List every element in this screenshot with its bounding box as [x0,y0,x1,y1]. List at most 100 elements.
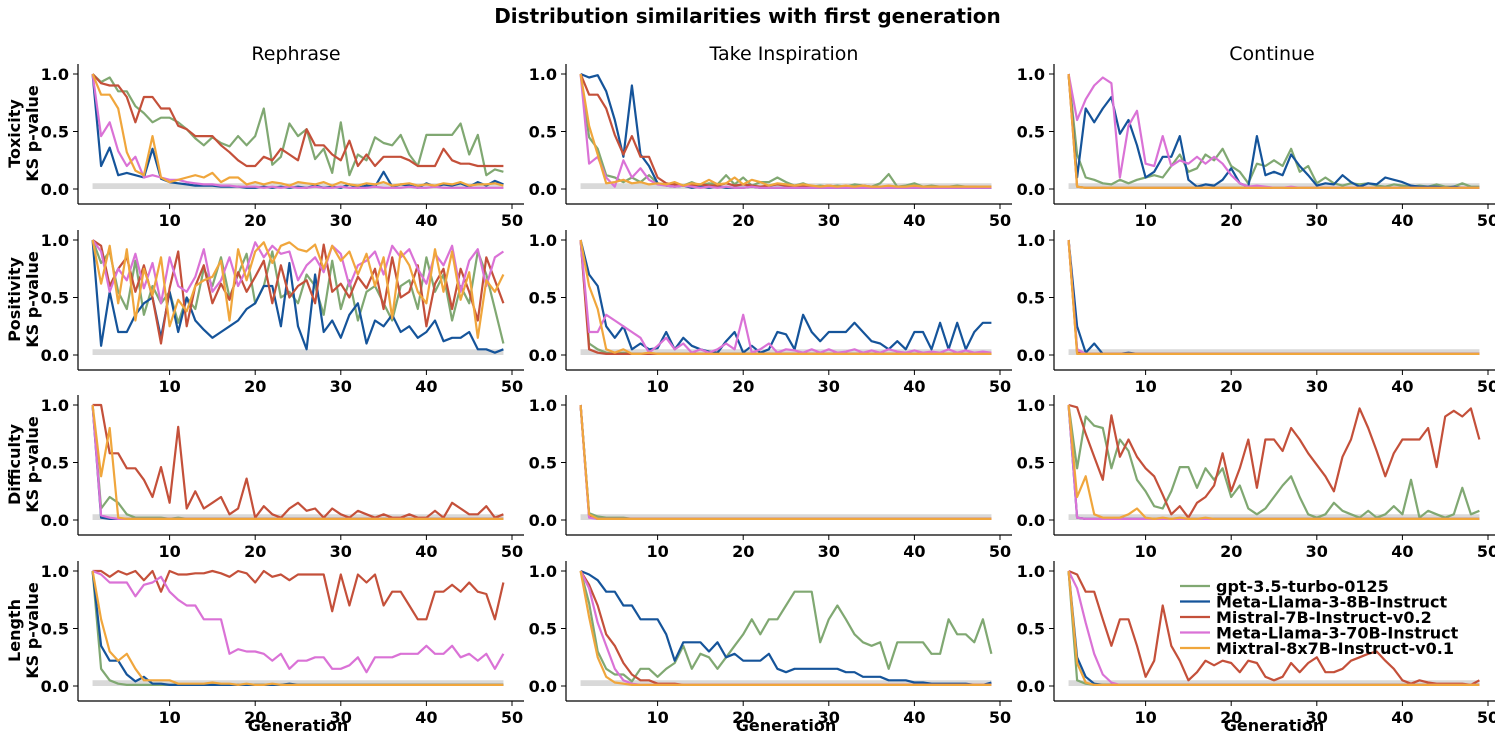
y-tick-label-toxicity-continue-2: 1.0 [1017,65,1045,84]
legend-label-gpt-3-5-turbo-0125: gpt-3.5-turbo-0125 [1216,577,1389,596]
y-tick-label-toxicity-continue-1: 0.5 [1017,123,1045,142]
row-label-sub-length: KS p-value [23,582,42,679]
threshold-band-positivity-continue [1068,349,1480,355]
x-tick-label-toxicity-rephrase-2: 30 [330,211,352,230]
x-tick-label-difficulty-rephrase-1: 20 [244,542,266,561]
series-line-length-take-inspiration-gpt-3-5-turbo-0125 [579,570,993,683]
y-tick-label-toxicity-take-inspiration-0: 0.0 [529,180,557,199]
series-line-positivity-continue-meta-llama-3-8b-instruct [1067,239,1480,355]
y-tick-label-toxicity-take-inspiration-1: 0.5 [529,123,557,142]
column-title-continue: Continue [1229,43,1315,65]
series-line-toxicity-rephrase-gpt-3-5-turbo-0125 [91,73,504,177]
x-tick-label-length-rephrase-3: 40 [415,708,437,727]
series-line-toxicity-rephrase-meta-llama-3-8b-instruct [91,73,504,189]
row-label-difficulty: Difficulty [5,423,24,505]
x-tick-label-length-take-inspiration-2: 30 [818,708,840,727]
series-line-positivity-rephrase-mistral-7b-instruct-v0-2 [91,239,505,345]
y-tick-label-toxicity-rephrase-2: 1.0 [41,65,69,84]
x-tick-label-positivity-rephrase-4: 50 [501,377,523,396]
y-tick-label-difficulty-continue-2: 1.0 [1017,396,1045,415]
series-line-toxicity-rephrase-mistral-7b-instruct-v0-2 [91,73,504,168]
x-tick-label-positivity-continue-3: 40 [1391,377,1413,396]
x-tick-label-difficulty-continue-2: 30 [1306,542,1328,561]
column-title-rephrase: Rephrase [251,43,341,65]
series-line-positivity-take-inspiration-mixtral-8x7b-instruct-v0-1 [579,239,992,355]
x-tick-label-positivity-rephrase-2: 30 [330,377,352,396]
threshold-band-length-rephrase [92,680,504,686]
series-line-positivity-continue-mistral-7b-instruct-v0-2 [1067,239,1480,355]
x-tick-label-length-continue-1: 20 [1220,708,1242,727]
x-tick-label-toxicity-take-inspiration-1: 20 [732,211,754,230]
y-tick-label-positivity-continue-0: 0.0 [1017,346,1045,365]
x-tick-label-toxicity-rephrase-3: 40 [415,211,437,230]
x-tick-label-positivity-continue-1: 20 [1220,377,1242,396]
threshold-band-difficulty-rephrase [92,514,504,520]
series-line-difficulty-continue-meta-llama-3-8b-instruct [1067,404,1480,521]
series-line-positivity-continue-gpt-3-5-turbo-0125 [1067,239,1480,355]
y-tick-label-difficulty-take-inspiration-1: 0.5 [529,454,557,473]
threshold-band-length-continue [1068,680,1480,686]
series-line-length-continue-mistral-7b-instruct-v0-2 [1068,569,1480,687]
x-tick-label-difficulty-continue-3: 40 [1391,542,1413,561]
series-line-toxicity-rephrase-mixtral-8x7b-instruct-v0-1 [91,73,504,187]
y-tick-label-difficulty-continue-0: 0.0 [1017,511,1045,530]
y-tick-label-positivity-take-inspiration-0: 0.0 [529,346,557,365]
series-line-length-continue-mixtral-8x7b-instruct-v0-1 [1067,570,1480,687]
series-line-difficulty-continue-meta-llama-3-70b-instruct [1067,404,1480,521]
row-label-sub-toxicity: KS p-value [23,85,42,182]
x-tick-label-toxicity-continue-4: 50 [1477,211,1495,230]
series-line-positivity-rephrase-mixtral-8x7b-instruct-v0-1 [91,239,505,339]
row-label-length: Length [5,599,24,662]
y-tick-label-length-continue-1: 0.5 [1017,620,1045,639]
x-tick-label-difficulty-take-inspiration-3: 40 [903,542,925,561]
x-tick-label-length-continue-0: 10 [1134,708,1156,727]
x-tick-label-positivity-take-inspiration-0: 10 [646,377,668,396]
series-line-difficulty-continue-mistral-7b-instruct-v0-2 [1068,403,1481,519]
y-tick-label-length-continue-0: 0.0 [1017,677,1045,696]
y-tick-label-positivity-take-inspiration-2: 1.0 [529,231,557,250]
x-tick-label-positivity-take-inspiration-1: 20 [732,377,754,396]
row-label-toxicity: Toxicity [5,99,24,168]
y-tick-label-length-rephrase-0: 0.0 [41,677,69,696]
row-label-sub-difficulty: KS p-value [23,416,42,513]
row-label-sub-positivity: KS p-value [23,251,42,348]
series-line-positivity-continue-meta-llama-3-70b-instruct [1067,239,1480,355]
series-line-toxicity-take-inspiration-mixtral-8x7b-instruct-v0-1 [579,73,992,188]
y-tick-label-length-rephrase-2: 1.0 [41,562,69,581]
series-line-toxicity-take-inspiration-meta-llama-3-70b-instruct [579,73,992,189]
x-tick-label-difficulty-continue-1: 20 [1220,542,1242,561]
x-tick-label-toxicity-rephrase-0: 10 [158,211,180,230]
legend-label-meta-llama-3-70b-instruct: Meta-Llama-3-70B-Instruct [1216,624,1459,643]
threshold-band-positivity-rephrase [92,349,504,355]
y-tick-label-length-take-inspiration-1: 0.5 [529,620,557,639]
y-tick-label-length-take-inspiration-2: 1.0 [529,562,557,581]
x-tick-label-length-take-inspiration-0: 10 [646,708,668,727]
x-axis-title-rephrase: Generation [248,716,348,735]
series-line-difficulty-take-inspiration-mistral-7b-instruct-v0-2 [579,404,992,521]
threshold-band-toxicity-continue [1068,183,1480,189]
y-tick-label-positivity-rephrase-0: 0.0 [41,346,69,365]
series-line-difficulty-continue-mixtral-8x7b-instruct-v0-1 [1067,404,1480,521]
series-line-difficulty-take-inspiration-gpt-3-5-turbo-0125 [579,404,992,521]
series-line-length-take-inspiration-mixtral-8x7b-instruct-v0-1 [579,570,992,687]
series-line-positivity-rephrase-meta-llama-3-8b-instruct [91,239,504,354]
y-tick-label-difficulty-rephrase-0: 0.0 [41,511,69,530]
series-line-length-rephrase-meta-llama-3-70b-instruct [92,569,505,674]
x-tick-label-difficulty-rephrase-2: 30 [330,542,352,561]
legend-label-mistral-7b-instruct-v0-2: Mistral-7B-Instruct-v0.2 [1216,608,1432,627]
series-line-toxicity-continue-mixtral-8x7b-instruct-v0-1 [1067,73,1480,189]
x-tick-label-positivity-rephrase-3: 40 [415,377,437,396]
x-tick-label-toxicity-continue-3: 40 [1391,211,1413,230]
x-tick-label-toxicity-take-inspiration-2: 30 [818,211,840,230]
y-tick-label-length-continue-2: 1.0 [1017,562,1045,581]
x-tick-label-length-rephrase-0: 10 [158,708,180,727]
legend-label-mixtral-8x7b-instruct-v0-1: Mixtral-8x7B-Instruct-v0.1 [1216,639,1454,658]
series-line-length-rephrase-meta-llama-3-8b-instruct [91,570,504,687]
x-tick-label-difficulty-take-inspiration-4: 50 [989,542,1011,561]
x-tick-label-length-take-inspiration-3: 40 [903,708,925,727]
x-tick-label-positivity-continue-4: 50 [1477,377,1495,396]
series-line-length-rephrase-gpt-3-5-turbo-0125 [91,570,504,687]
x-tick-label-toxicity-continue-0: 10 [1134,211,1156,230]
series-line-difficulty-rephrase-mixtral-8x7b-instruct-v0-1 [91,404,504,521]
